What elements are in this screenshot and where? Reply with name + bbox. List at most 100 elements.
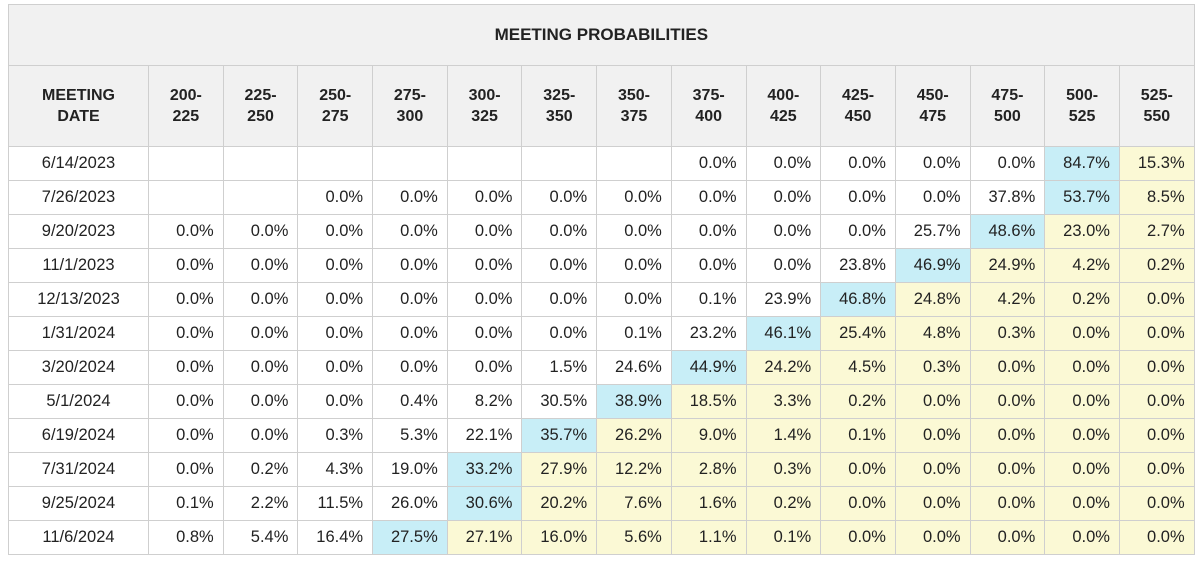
probability-cell: 16.0% (521, 520, 598, 555)
table-row: 6/19/2024 0.0% 0.0% 0.3% 5.3% 22.1% 35.7% 26.2%… (8, 418, 1195, 453)
probability-table-container: MEETING PROBABILITIES MEETING DATE 200- 2… (8, 4, 1195, 564)
probability-cell: 0.0% (894, 146, 971, 181)
probability-cell: 5.6% (596, 520, 672, 555)
range-header-line: 525- (1140, 87, 1173, 104)
probability-cell: 0.0% (222, 316, 299, 351)
probability-cell: 0.1% (596, 316, 672, 351)
probability-cell: 0.0% (521, 214, 598, 249)
probability-cell: 0.1% (820, 418, 896, 453)
probability-cell: 0.0% (1044, 486, 1120, 521)
probability-cell (222, 180, 299, 215)
probability-cell: 0.3% (297, 418, 374, 453)
meeting-date-cell: 5/1/2024 (8, 384, 149, 419)
probability-cell: 0.0% (148, 350, 224, 385)
probability-cell: 0.0% (1118, 452, 1195, 487)
range-header-line: 450- (916, 87, 949, 104)
range-header-line: 250 (247, 108, 274, 125)
probability-cell: 27.9% (521, 452, 598, 487)
range-header-line: 275 (321, 108, 349, 125)
probability-cell: 3.3% (745, 384, 822, 419)
range-header-line: 475 (919, 108, 947, 125)
meeting-date-cell: 9/20/2023 (8, 214, 149, 249)
range-header-1: 225- 250 (222, 65, 299, 147)
range-header-0: 200- 225 (148, 65, 224, 147)
probability-cell: 25.4% (820, 316, 896, 351)
table-row: 3/20/2024 0.0% 0.0% 0.0% 0.0% 0.0% 1.5% 24.6% 44… (8, 350, 1195, 385)
range-header-line: 200- (169, 87, 202, 104)
range-header-line: 350 (545, 108, 573, 125)
probability-cell: 0.0% (222, 282, 299, 317)
probability-cell: 0.0% (222, 350, 299, 385)
probability-cell: 0.0% (297, 214, 374, 249)
probability-cell: 23.2% (670, 316, 747, 351)
probability-cell: 0.0% (894, 180, 971, 215)
probability-cell: 0.0% (297, 282, 374, 317)
probability-cell: 0.0% (521, 248, 598, 283)
probability-cell: 0.0% (297, 180, 374, 215)
probability-cell: 0.3% (969, 316, 1046, 351)
probability-cell: 0.1% (670, 282, 747, 317)
probability-cell: 0.0% (372, 282, 448, 317)
probability-cell: 4.2% (969, 282, 1046, 317)
probability-cell: 0.0% (969, 520, 1046, 555)
probability-cell: 0.0% (446, 316, 523, 351)
probability-cell: 24.9% (969, 248, 1046, 283)
probability-cell: 2.7% (1118, 214, 1195, 249)
title-row: MEETING PROBABILITIES (8, 4, 1195, 66)
range-header-line: 475- (991, 87, 1024, 104)
probability-cell: 0.0% (745, 214, 822, 249)
range-header-line: 500 (994, 108, 1021, 125)
range-header-11: 475- 500 (969, 65, 1046, 147)
probability-cell: 0.0% (1118, 418, 1195, 453)
range-header-9: 425- 450 (820, 65, 896, 147)
probability-cell: 11.5% (297, 486, 374, 521)
probability-cell: 84.7% (1044, 146, 1120, 181)
range-header-line: 350- (617, 87, 650, 104)
range-header-line: 225 (172, 108, 200, 125)
probability-cell: 30.6% (446, 486, 523, 521)
probability-cell: 53.7% (1044, 180, 1120, 215)
probability-cell: 8.2% (446, 384, 523, 419)
table-row: 11/1/2023 0.0% 0.0% 0.0% 0.0% 0.0% 0.0% 0.0% 0.0… (8, 248, 1195, 283)
range-header-line: 300- (468, 87, 501, 104)
probability-cell: 0.0% (969, 384, 1046, 419)
probability-cell: 2.8% (670, 452, 747, 487)
meeting-date-cell: 11/6/2024 (8, 520, 149, 555)
probability-cell: 2.2% (222, 486, 299, 521)
probability-cell: 0.0% (745, 146, 822, 181)
range-header-5: 325- 350 (521, 65, 598, 147)
probability-cell: 0.0% (222, 214, 299, 249)
probability-cell: 7.6% (596, 486, 672, 521)
probability-cell: 0.0% (670, 214, 747, 249)
probability-cell: 0.0% (372, 248, 448, 283)
probability-cell: 25.7% (894, 214, 971, 249)
range-header-13: 525- 550 (1118, 65, 1195, 147)
probability-cell: 8.5% (1118, 180, 1195, 215)
range-header-line: 375 (620, 108, 648, 125)
probability-cell: 46.9% (894, 248, 971, 283)
range-header-6: 350- 375 (596, 65, 672, 147)
range-header-line: 325- (543, 87, 576, 104)
probability-cell: 0.0% (1118, 384, 1195, 419)
probability-cell: 0.0% (148, 418, 224, 453)
probability-cell (372, 146, 448, 181)
probability-cell: 23.0% (1044, 214, 1120, 249)
probability-cell: 48.6% (969, 214, 1046, 249)
probability-cell: 12.2% (596, 452, 672, 487)
table-row: 7/31/2024 0.0% 0.2% 4.3% 19.0% 33.2% 27.9% 12.2… (8, 452, 1195, 487)
probability-cell: 0.0% (670, 248, 747, 283)
probability-cell: 0.0% (372, 180, 448, 215)
probability-cell: 0.0% (820, 214, 896, 249)
probability-cell: 23.9% (745, 282, 822, 317)
probability-cell (446, 146, 523, 181)
probability-cell: 0.0% (1044, 316, 1120, 351)
meeting-date-cell: 12/13/2023 (8, 282, 149, 317)
table-row: 7/26/2023 0.0% 0.0% 0.0% 0.0% 0.0% 0.0% 0.0% 0.0… (8, 180, 1195, 215)
probability-cell: 0.0% (1044, 520, 1120, 555)
probability-cell: 16.4% (297, 520, 374, 555)
probability-cell: 23.8% (820, 248, 896, 283)
probability-cell: 0.0% (670, 180, 747, 215)
table-row: 9/25/2024 0.1% 2.2% 11.5% 26.0% 30.6% 20.2% 7.6… (8, 486, 1195, 521)
meeting-date-cell: 3/20/2024 (8, 350, 149, 385)
probability-cell: 26.0% (372, 486, 448, 521)
